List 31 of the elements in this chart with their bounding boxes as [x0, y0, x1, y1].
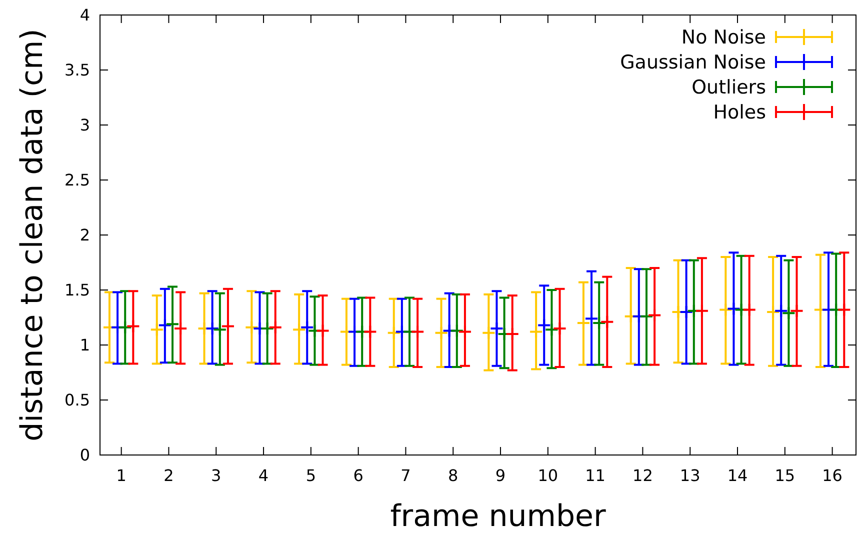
x-axis-title: frame number	[390, 499, 606, 534]
y-tick-label: 3	[80, 116, 90, 135]
y-tick-label: 0	[80, 446, 90, 465]
y-tick-label: 4	[80, 6, 90, 25]
x-tick-label: 13	[680, 466, 700, 485]
x-tick-label: 12	[632, 466, 653, 485]
y-axis-title: distance to clean data (cm)	[15, 28, 50, 442]
x-tick-label: 3	[211, 466, 222, 485]
x-tick-label: 11	[585, 466, 606, 485]
x-tick-label: 14	[727, 466, 748, 485]
y-tick-label: 1	[80, 336, 90, 355]
x-tick-label: 8	[448, 466, 458, 485]
x-tick-label: 15	[774, 466, 796, 485]
y-tick-label: 3.5	[64, 60, 90, 80]
y-tick-label: 2.5	[64, 170, 90, 190]
legend-label: Outliers	[692, 76, 766, 99]
y-tick-label: 2	[80, 226, 90, 245]
y-tick-label: 0.5	[64, 390, 90, 410]
x-tick-label: 7	[400, 466, 411, 485]
x-tick-label: 2	[164, 466, 174, 485]
x-tick-label: 5	[306, 466, 316, 485]
x-tick-label: 9	[495, 466, 506, 485]
x-tick-label: 6	[353, 466, 364, 485]
x-tick-label: 4	[258, 466, 269, 485]
x-tick-label: 1	[116, 466, 126, 485]
x-tick-label: 16	[822, 466, 842, 485]
x-tick-label: 10	[538, 466, 558, 485]
y-tick-label: 1.5	[64, 280, 90, 300]
legend-label: Holes	[713, 102, 766, 124]
legend-label: Gaussian Noise	[620, 52, 766, 74]
legend-label: No Noise	[681, 26, 766, 49]
